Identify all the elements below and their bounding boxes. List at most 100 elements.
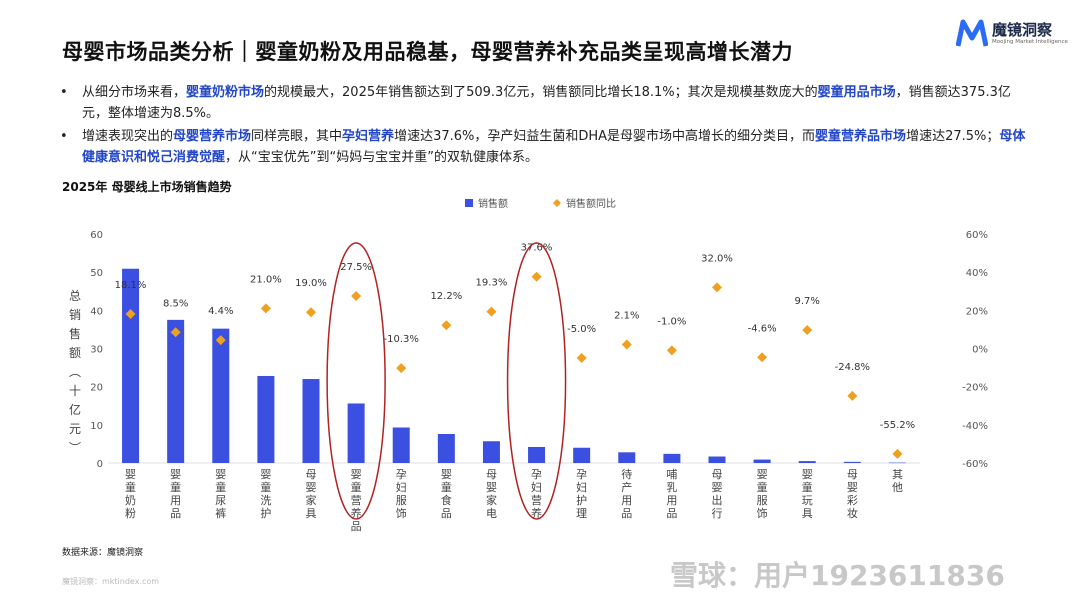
y-tick-label: 40: [90, 306, 103, 317]
yoy-point-婴童尿裤: [215, 335, 226, 346]
yoy-point-婴童洗护: [260, 303, 271, 314]
y-axis-label-char: 售: [69, 326, 81, 341]
legend-bar-swatch: [465, 199, 473, 207]
yoy-label: 19.3%: [476, 278, 508, 289]
legend-point-swatch: [553, 199, 561, 207]
x-tick-label: 母婴家电: [486, 468, 497, 520]
bullet-text: 增速表现突出的母婴营养市场同样亮眼，其中孕妇营养增速达37.6%，孕产妇益生菌和…: [82, 129, 1025, 165]
yoy-label: -1.0%: [657, 316, 686, 327]
sales-chart: 0102030405060-60%-40%-20%0%20%40%60%总销售额…: [69, 197, 988, 533]
yoy-point-孕妇服饰: [396, 363, 407, 374]
highlight-text: 孕妇营养: [342, 129, 395, 144]
y2-tick-label: -20%: [962, 383, 988, 394]
yoy-point-婴童用品: [170, 327, 181, 338]
x-tick-label: 待产用品: [621, 467, 632, 520]
x-tick-label: 婴童用品: [170, 468, 181, 520]
yoy-point-其他: [892, 448, 903, 459]
legend-bar-label: 销售额: [478, 197, 508, 210]
bar-婴童尿裤: [212, 328, 230, 463]
footer-site: 魔镜洞察：mktindex.com: [62, 577, 160, 586]
legend-point-label: 销售额同比: [566, 197, 616, 210]
bullet-text-run: ，销售额达375.3亿元，整体增速为8.5%。: [82, 85, 1011, 121]
x-tick-label: 母婴彩妆: [847, 468, 858, 520]
yoy-point-孕妇营养: [531, 271, 542, 282]
x-tick-label: 婴童服饰: [757, 468, 768, 520]
logo-subtext: Moojing Market Intelligence: [992, 39, 1068, 45]
yoy-point-孕妇护理: [576, 353, 587, 364]
logo-text: 魔镜洞察: [992, 21, 1053, 39]
yoy-point-母婴出行: [712, 282, 722, 293]
yoy-label: 27.5%: [340, 262, 372, 273]
bullet-text-run: 增速表现突出的: [82, 129, 174, 144]
bar-孕妇护理: [573, 447, 591, 463]
yoy-label: 19.0%: [295, 278, 327, 289]
y-axis-label-char: 额: [69, 346, 81, 360]
y-axis-label-char: 元: [69, 422, 81, 436]
bullet-text-run: 增速达37.6%，孕产妇益生菌和DHA是母婴市场中高增长的细分类目，而: [394, 129, 816, 144]
y-axis-label-char: 销: [69, 308, 81, 322]
y2-tick-label: 20%: [966, 306, 988, 317]
x-tick-label: 婴童奶粉: [125, 468, 136, 520]
x-tick-label: 婴童营养品: [351, 468, 362, 533]
x-tick-label: 婴童食品: [441, 468, 452, 520]
x-tick-label: 孕妇护理: [576, 468, 587, 520]
y-tick-label: 60: [90, 230, 103, 241]
highlight-text: 母婴营养市场: [173, 129, 252, 144]
yoy-label: 37.6%: [521, 243, 553, 254]
yoy-label: 4.4%: [208, 306, 233, 317]
y-tick-label: 0: [97, 459, 103, 470]
bullet-text-run: 从细分市场来看，: [82, 85, 187, 100]
y-axis-label-char: 亿: [69, 402, 81, 417]
yoy-label: 18.1%: [115, 280, 147, 291]
x-tick-label: 婴童尿裤: [215, 468, 226, 520]
yoy-point-母婴彩妆: [847, 390, 858, 401]
y-axis-label-char: ︶: [69, 441, 81, 455]
yoy-point-婴童食品: [441, 320, 452, 331]
yoy-label: 8.5%: [163, 298, 188, 309]
yoy-label: 2.1%: [614, 310, 639, 321]
bullet-text-run: 增速达27.5%；: [906, 129, 1000, 144]
yoy-point-待产用品: [621, 339, 632, 350]
x-tick-label: 其他: [892, 468, 903, 494]
chart-title: 2025年 母婴线上市场销售趋势: [62, 180, 232, 194]
bullet-item: • 从细分市场来看，婴童奶粉市场的规模最大，2025年销售额达到了509.3亿元…: [60, 82, 1030, 124]
watermark: 雪球：用户1923611836: [670, 559, 1005, 592]
yoy-label: -10.3%: [384, 334, 419, 345]
bullet-text-run: 同样亮眼，其中: [251, 129, 343, 144]
highlight-text: 婴童营养品市场: [815, 129, 907, 144]
y-axis-label-char: 总: [69, 289, 81, 303]
page-title: 母婴市场品类分析｜婴童奶粉及用品稳基，母婴营养补充品类呈现高增长潜力: [62, 40, 793, 64]
bullet-text-run: 的规模最大，2025年销售额达到了509.3亿元，销售额同比增长18.1%；其次…: [264, 85, 818, 100]
yoy-label: 21.0%: [250, 274, 282, 285]
y-tick-label: 20: [90, 383, 103, 394]
x-tick-label: 孕妇营养: [531, 468, 542, 520]
bullet-text: 从细分市场来看，婴童奶粉市场的规模最大，2025年销售额达到了509.3亿元，销…: [82, 85, 1011, 121]
y2-tick-label: 60%: [966, 230, 988, 241]
y-tick-label: 50: [90, 268, 103, 279]
bar-母婴出行: [708, 456, 726, 463]
highlight-ellipse: [506, 242, 567, 520]
bullet-item: • 增速表现突出的母婴营养市场同样亮眼，其中孕妇营养增速达37.6%，孕产妇益生…: [60, 126, 1030, 168]
bar-孕妇营养: [528, 446, 546, 463]
data-source: 数据来源：魔镜洞察: [62, 548, 144, 558]
x-tick-label: 母婴家具: [306, 468, 317, 520]
y2-tick-label: 0%: [972, 345, 988, 356]
highlight-text: 婴童用品市场: [817, 85, 896, 100]
bar-其他: [888, 462, 906, 464]
bar-母婴彩妆: [843, 461, 861, 463]
bar-婴童营养品: [347, 403, 365, 463]
yoy-label: -4.6%: [748, 323, 777, 334]
bar-孕妇服饰: [392, 427, 410, 463]
bar-婴童奶粉: [122, 268, 140, 463]
x-tick-label: 哺乳用品: [666, 468, 677, 520]
bar-母婴家电: [482, 441, 500, 463]
bar-哺乳用品: [663, 453, 681, 463]
yoy-label: -55.2%: [880, 420, 915, 431]
brand-logo: 魔镜洞察 Moojing Market Intelligence: [956, 18, 1068, 52]
bullet-text-run: ，从“宝宝优先”到“妈妈与宝宝并重”的双轨健康体系。: [225, 150, 538, 165]
yoy-point-哺乳用品: [666, 345, 677, 356]
yoy-label: 32.0%: [701, 253, 733, 264]
y2-tick-label: 40%: [966, 268, 988, 279]
bullet-dot: •: [60, 129, 68, 144]
highlight-ellipse: [326, 242, 386, 520]
